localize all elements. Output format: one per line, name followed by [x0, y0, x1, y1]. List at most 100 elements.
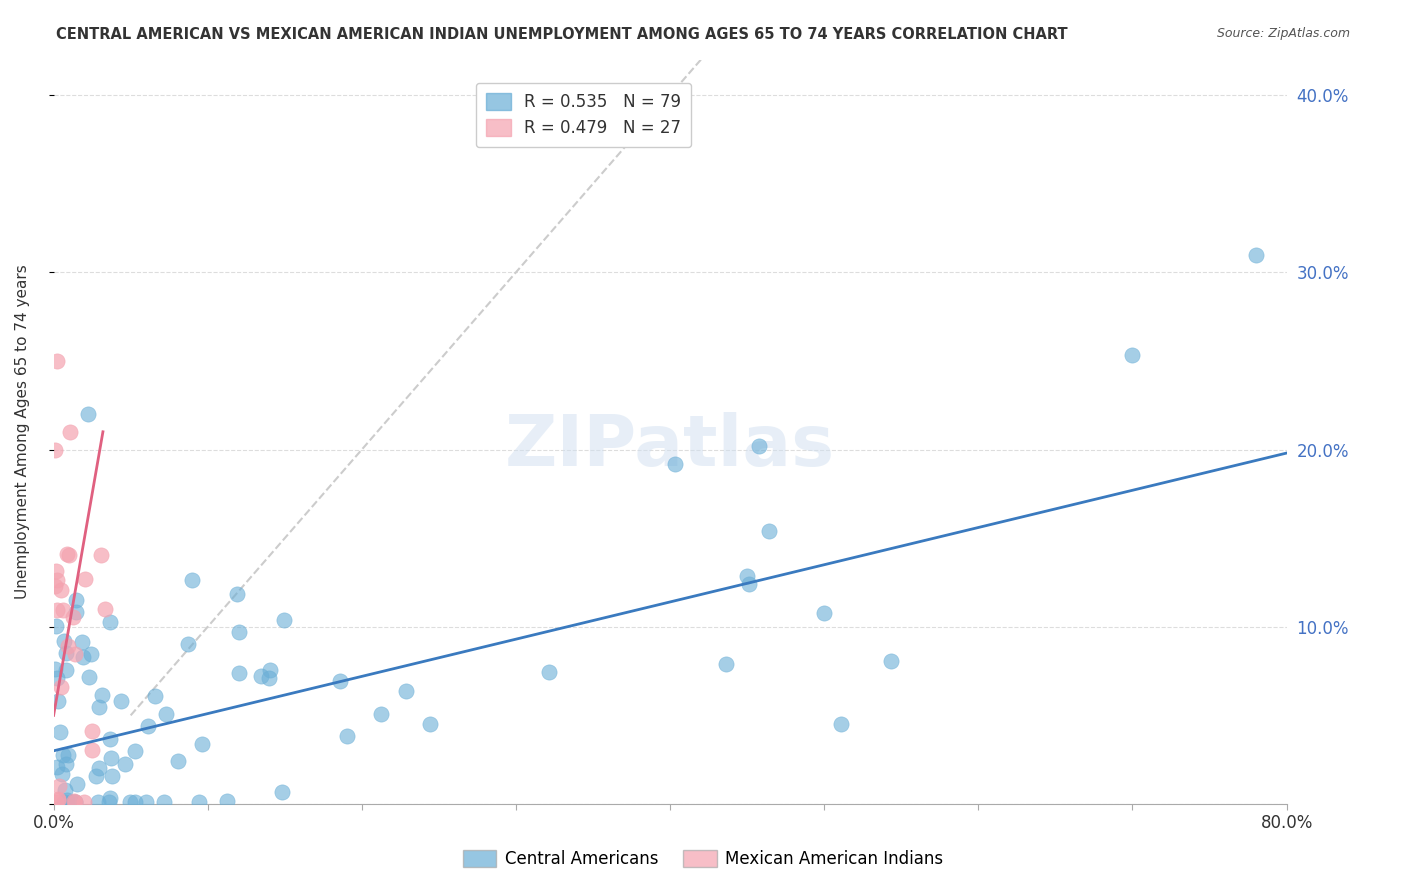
Point: [44, 442, 66, 457]
Point: [44, 579, 66, 593]
Point: [748, 438, 770, 452]
Point: [65, 592, 87, 607]
Text: CENTRAL AMERICAN VS MEXICAN AMERICAN INDIAN UNEMPLOYMENT AMONG AGES 65 TO 74 YEA: CENTRAL AMERICAN VS MEXICAN AMERICAN IND…: [56, 27, 1069, 42]
Point: [329, 674, 352, 689]
Point: [51, 767, 73, 781]
Point: [187, 795, 209, 809]
Point: [55, 756, 77, 771]
Point: [46, 694, 69, 708]
Point: [259, 663, 281, 677]
Point: [45, 795, 67, 809]
Point: [738, 576, 761, 591]
Point: [60, 795, 83, 809]
Point: [101, 768, 124, 782]
Legend: Central Americans, Mexican American Indians: Central Americans, Mexican American Indi…: [457, 843, 949, 875]
Point: [65, 605, 87, 619]
Point: [52, 602, 75, 616]
Point: [45, 619, 67, 633]
Point: [90, 548, 112, 562]
Point: [66, 777, 89, 791]
Point: [138, 719, 160, 733]
Point: [56, 547, 79, 561]
Point: [62, 794, 84, 808]
Point: [53, 634, 76, 648]
Point: [46, 354, 69, 368]
Point: [714, 657, 737, 671]
Point: [664, 457, 686, 471]
Point: [155, 706, 177, 721]
Point: [49, 725, 72, 739]
Point: [56, 792, 79, 806]
Point: [226, 587, 249, 601]
Point: [48, 792, 70, 806]
Point: [830, 716, 852, 731]
Point: [58, 747, 80, 762]
Point: [59, 425, 82, 439]
Y-axis label: Unemployment Among Ages 65 to 74 years: Unemployment Among Ages 65 to 74 years: [15, 264, 30, 599]
Point: [152, 795, 174, 809]
Point: [735, 569, 758, 583]
Point: [758, 524, 780, 539]
Point: [394, 684, 416, 698]
Point: [46, 792, 69, 806]
Point: [124, 744, 146, 758]
Point: [46, 573, 69, 587]
Point: [51, 583, 73, 598]
Point: [51, 680, 73, 694]
Point: [228, 665, 250, 680]
Point: [63, 795, 86, 809]
Point: [98, 732, 121, 747]
Point: [77, 407, 100, 421]
Point: [63, 795, 86, 809]
Point: [114, 756, 136, 771]
Point: [62, 609, 84, 624]
Point: [44, 662, 66, 676]
Point: [97, 795, 120, 809]
Point: [181, 574, 204, 588]
Point: [45, 671, 67, 685]
Point: [1244, 247, 1267, 261]
Point: [124, 795, 146, 809]
Point: [55, 646, 77, 660]
Point: [56, 639, 79, 653]
Point: [177, 636, 200, 650]
Point: [46, 760, 69, 774]
Point: [880, 654, 903, 668]
Point: [87, 795, 110, 809]
Point: [419, 717, 441, 731]
Point: [273, 613, 295, 627]
Point: [70, 635, 93, 649]
Point: [250, 668, 273, 682]
Point: [48, 779, 70, 793]
Point: [58, 548, 80, 562]
Point: [72, 649, 94, 664]
Point: [91, 688, 114, 702]
Point: [100, 750, 122, 764]
Legend: R = 0.535   N = 79, R = 0.479   N = 27: R = 0.535 N = 79, R = 0.479 N = 27: [477, 83, 692, 147]
Point: [228, 625, 250, 640]
Point: [135, 795, 157, 809]
Point: [73, 795, 96, 809]
Point: [80, 647, 103, 661]
Point: [55, 663, 77, 677]
Point: [145, 689, 167, 703]
Point: [45, 564, 67, 578]
Point: [84, 770, 107, 784]
Point: [63, 795, 86, 809]
Point: [79, 669, 101, 683]
Point: [53, 782, 76, 797]
Point: [98, 791, 121, 805]
Point: [370, 706, 392, 721]
Point: [257, 671, 280, 685]
Text: Source: ZipAtlas.com: Source: ZipAtlas.com: [1216, 27, 1350, 40]
Point: [215, 794, 238, 808]
Point: [73, 572, 96, 586]
Point: [65, 647, 87, 661]
Point: [82, 723, 104, 738]
Point: [89, 699, 111, 714]
Point: [98, 615, 121, 629]
Point: [110, 694, 132, 708]
Point: [53, 795, 76, 809]
Point: [813, 606, 835, 620]
Point: [93, 601, 115, 615]
